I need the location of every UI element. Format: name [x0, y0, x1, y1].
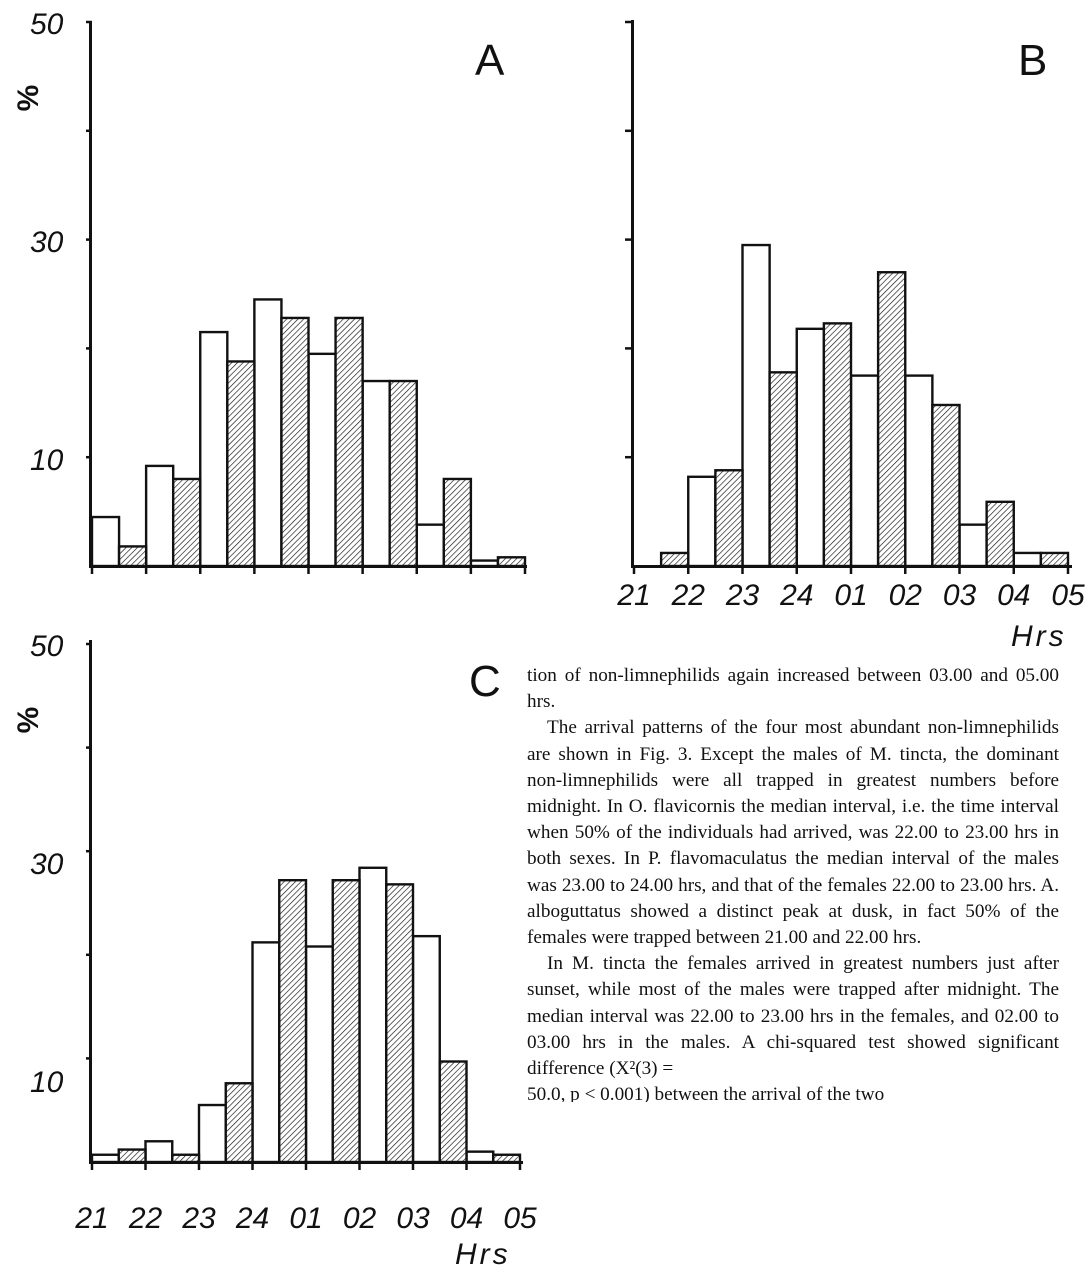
paragraph-3: In M. tincta the females arrived in grea…: [527, 953, 1059, 1080]
panel-a-bar-hatched: [388, 379, 418, 568]
panel-b-x-tick-label: 04: [997, 579, 1030, 612]
panel-b-x-tick-label: 22: [671, 579, 706, 612]
panel-c-x-tick-label: 04: [450, 1202, 483, 1235]
panel-b-bar-open: [687, 475, 717, 568]
panel-c-bar-hatched: [331, 879, 361, 1164]
panel-a-bar-hatched: [496, 556, 527, 568]
panel-a-label: A: [475, 36, 505, 85]
panel-c-bar-open: [411, 934, 441, 1164]
panel-b-bar-open: [958, 523, 988, 568]
panel-c-bar-open: [197, 1103, 227, 1164]
panel-b-x-tick-label: 23: [725, 579, 760, 612]
panel-b-bar-hatched: [822, 322, 853, 568]
panel-c-x-tick-label: 05: [503, 1202, 537, 1235]
paragraph-1: tion of non-limnephilids again increased…: [527, 665, 1059, 713]
panel-b-bar-hatched: [1039, 551, 1070, 568]
panel-c-y-axis: [89, 640, 92, 1164]
panel-c-bar-open: [304, 945, 334, 1164]
panel-b-x-tick-label: 05: [1051, 579, 1085, 612]
panel-c-bar-hatched: [385, 883, 415, 1164]
panel-a-y-axis: [89, 22, 92, 568]
panel-a-y-tick-10: 10: [30, 444, 64, 477]
panel-b-bar-hatched: [768, 371, 798, 568]
panel-c-y-axis-label: %: [12, 707, 45, 734]
panel-a-bar-open: [361, 379, 391, 568]
panel-b-bar-hatched: [985, 500, 1015, 568]
panel-b-label: B: [1018, 36, 1047, 85]
panel-c-bar-open: [465, 1150, 495, 1164]
panel-a-bar-open: [199, 330, 229, 568]
panel-b-bar-open: [741, 243, 771, 568]
panel-b-x-axis-label: Hrs: [1011, 620, 1067, 653]
panel-c-bar-hatched: [438, 1060, 468, 1164]
panel-c-x-tick-label: 22: [128, 1202, 163, 1235]
panel-c-x-tick-label: 01: [289, 1202, 322, 1235]
panel-b-bar-hatched: [714, 469, 744, 568]
panel-c-bar-hatched: [278, 879, 308, 1164]
panel-b-x-tick-label: 01: [834, 579, 867, 612]
panel-a-bar-hatched: [334, 316, 364, 568]
panel-a-y-tick-50: 50: [30, 8, 64, 41]
panel-a-bar-open: [90, 515, 121, 568]
panel-a-bar-open: [144, 464, 175, 568]
panel-a-bar-open: [307, 352, 337, 568]
panel-b-x-tick-label: 21: [616, 579, 650, 612]
panel-a-y-tick-30: 30: [30, 226, 64, 259]
panel-b-bar-open: [904, 374, 934, 568]
panel-b: 21 22 23 24 01 02 03 04 05 Hrs B: [616, 20, 1085, 653]
panel-c-x-tick-label: 23: [181, 1202, 216, 1235]
panel-c-y-tick-10: 10: [30, 1066, 64, 1099]
panel-a-bar-open: [415, 523, 446, 568]
panel-b-bar-open: [1012, 551, 1043, 568]
panel-c-bar-hatched: [171, 1153, 201, 1164]
panel-c-label: C: [469, 657, 501, 706]
panel-c-x-tick-label: 02: [343, 1202, 377, 1235]
paragraph-2: The arrival patterns of the four most ab…: [527, 717, 1059, 949]
panel-c-bar-open: [358, 866, 388, 1164]
panel-b-bar-open: [849, 374, 880, 568]
panel-a-y-axis-label: %: [12, 85, 45, 112]
panel-c-x-tick-label: 21: [74, 1202, 108, 1235]
body-text: tion of non-limnephilids again increased…: [527, 663, 1059, 1102]
panel-c-y-tick-50: 50: [30, 630, 64, 663]
panel-b-x-tick-label: 02: [889, 579, 923, 612]
panel-c-x-tick-label: 24: [235, 1202, 269, 1235]
panel-a-bar-open: [253, 298, 283, 568]
panel-c-bar-hatched: [224, 1082, 254, 1164]
panel-b-y-axis: [631, 20, 634, 568]
panel-a-bar-hatched: [117, 545, 148, 568]
panel-b-bar-hatched: [876, 271, 907, 568]
panel-a-bar-open: [469, 559, 500, 568]
panel-c-bar-open: [251, 941, 281, 1164]
panel-a-bar-hatched: [226, 360, 256, 568]
panel-c: 21 22 23 24 01 02 03 04 05 50 30 10 % Hrs C: [12, 630, 537, 1271]
panel-a-bar-hatched: [280, 316, 310, 568]
panel-c-bar-open: [144, 1140, 174, 1164]
panel-b-bar-hatched: [931, 403, 961, 568]
panel-c-y-tick-30: 30: [30, 848, 64, 881]
panel-c-bar-hatched: [117, 1148, 147, 1164]
panel-a-bar-hatched: [171, 477, 202, 568]
panel-c-bar-hatched: [492, 1153, 522, 1164]
panel-b-x-tick-label: 24: [779, 579, 813, 612]
paragraph-3-cutoff-line: 50.0, p < 0.001) between the arrival of …: [527, 1084, 885, 1103]
panel-b-bar-open: [795, 327, 826, 568]
panel-c-x-tick-label: 03: [396, 1202, 430, 1235]
panel-c-bar-open: [90, 1153, 120, 1164]
panel-b-bar-hatched: [659, 551, 690, 568]
panel-a: 50 30 10 % A: [12, 8, 527, 574]
panel-c-x-axis-label: Hrs: [455, 1238, 511, 1271]
panel-a-bar-hatched: [442, 477, 473, 568]
panel-b-x-tick-label: 03: [943, 579, 977, 612]
